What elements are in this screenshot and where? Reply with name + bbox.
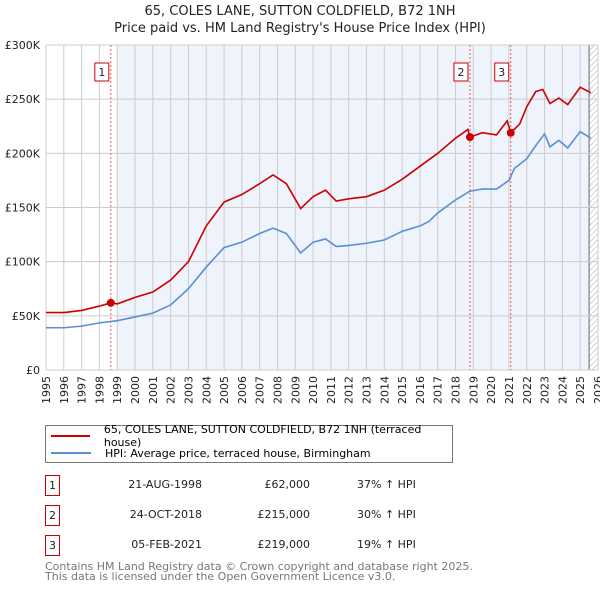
- legend-label-property: 65, COLES LANE, SUTTON COLDFIELD, B72 1N…: [103, 423, 422, 449]
- sale-hpi: 37% ↑ HPI: [357, 478, 416, 491]
- x-tick-label: 2023: [539, 376, 552, 404]
- x-tick-label: 2020: [485, 376, 498, 404]
- x-tick-label: 2015: [396, 376, 409, 404]
- sale-badge: 1: [45, 475, 60, 496]
- x-tick-label: 2010: [307, 376, 320, 404]
- x-tick-label: 2002: [165, 376, 178, 404]
- sale-badge: 3: [45, 535, 60, 556]
- x-tick-label: 2014: [378, 376, 391, 404]
- footer-copyright: Contains HM Land Registry data © Crown c…: [45, 560, 473, 573]
- x-tick-label: 1996: [58, 376, 71, 404]
- x-tick-label: 2005: [218, 376, 231, 404]
- x-tick-label: 2009: [289, 376, 302, 404]
- sale-point: [106, 298, 115, 307]
- x-tick-label: 2013: [361, 376, 374, 404]
- y-tick-label: £100K: [5, 256, 41, 269]
- x-tick-label: 2006: [236, 376, 249, 404]
- sale-hpi: 19% ↑ HPI: [357, 538, 416, 551]
- sale-label-box: [94, 62, 110, 82]
- sale-date: 21-AUG-1998: [128, 478, 202, 491]
- x-tick-label: 2024: [556, 376, 569, 404]
- x-tick-label: 1997: [76, 376, 89, 404]
- x-tick-label: 2012: [343, 376, 356, 404]
- hpi-line: [46, 130, 592, 329]
- x-tick-label: 2021: [503, 376, 516, 404]
- x-tick-label: 2007: [254, 376, 267, 404]
- sale-price: £62,000: [264, 478, 311, 491]
- y-tick-label: £50K: [12, 310, 41, 323]
- x-tick-label: 2016: [414, 376, 427, 404]
- sale-price: £215,000: [257, 508, 311, 521]
- y-tick-label: £300K: [5, 39, 41, 52]
- sale-label-box: [494, 62, 510, 82]
- x-tick-label: 2001: [147, 376, 160, 404]
- x-tick-label: 2017: [432, 376, 445, 404]
- sale-row: 3 05-FEB-2021 £219,000 19% ↑ HPI: [45, 535, 465, 556]
- sale-hpi: 30% ↑ HPI: [357, 508, 416, 521]
- x-tick-label: 1995: [40, 376, 53, 404]
- sale-label: 2: [457, 66, 464, 79]
- plot-area: 1995 1996 1997 1998 1999 2000 2001 2002 2003 2004…: [5, 39, 600, 404]
- property-price-line: [46, 86, 592, 314]
- sale-point: [506, 128, 515, 137]
- x-tick-label: 1999: [111, 376, 124, 404]
- y-tick-label: £250K: [5, 93, 41, 106]
- x-tick-label: 2011: [325, 376, 338, 404]
- x-tick-label: 2000: [129, 376, 142, 404]
- y-tick-label: £0: [26, 364, 40, 377]
- x-tick-label: 2018: [450, 376, 463, 404]
- x-tick-label: 2004: [200, 376, 213, 404]
- x-tick-label: 2008: [271, 376, 284, 404]
- legend: 65, COLES LANE, SUTTON COLDFIELD, B72 1N…: [45, 423, 453, 463]
- sale-date: 24-OCT-2018: [129, 508, 202, 521]
- sale-label: 1: [98, 66, 105, 79]
- legend-swatch-hpi: [51, 452, 91, 454]
- x-tick-label: 2022: [521, 376, 534, 404]
- chart-subtitle: Price paid vs. HM Land Registry's House …: [114, 21, 486, 36]
- sale-label: 3: [498, 66, 505, 79]
- y-tick-label: £150K: [5, 202, 41, 215]
- sale-badge: 2: [45, 505, 60, 526]
- x-tick-label: 2019: [467, 376, 480, 404]
- legend-swatch-property: [51, 435, 90, 437]
- x-tick-label: 2025: [574, 376, 587, 404]
- sale-label-box: [453, 62, 469, 82]
- sale-price: £219,000: [257, 538, 311, 551]
- sale-row: 1 21-AUG-1998 £62,000 37% ↑ HPI: [45, 475, 465, 496]
- sale-point: [465, 133, 474, 142]
- x-tick-label: 1998: [93, 376, 106, 404]
- chart-title: 65, COLES LANE, SUTTON COLDFIELD, B72 1N…: [144, 4, 456, 19]
- x-tick-label: 2026: [592, 376, 600, 404]
- x-tick-label: 2003: [182, 376, 195, 404]
- sale-row: 2 24-OCT-2018 £215,000 30% ↑ HPI: [45, 505, 465, 526]
- legend-label-hpi: HPI: Average price, terraced house, Birm…: [105, 446, 371, 460]
- footer-licence: This data is licensed under the Open Gov…: [45, 570, 396, 583]
- y-tick-label: £200K: [5, 147, 41, 160]
- sale-date: 05-FEB-2021: [131, 538, 202, 551]
